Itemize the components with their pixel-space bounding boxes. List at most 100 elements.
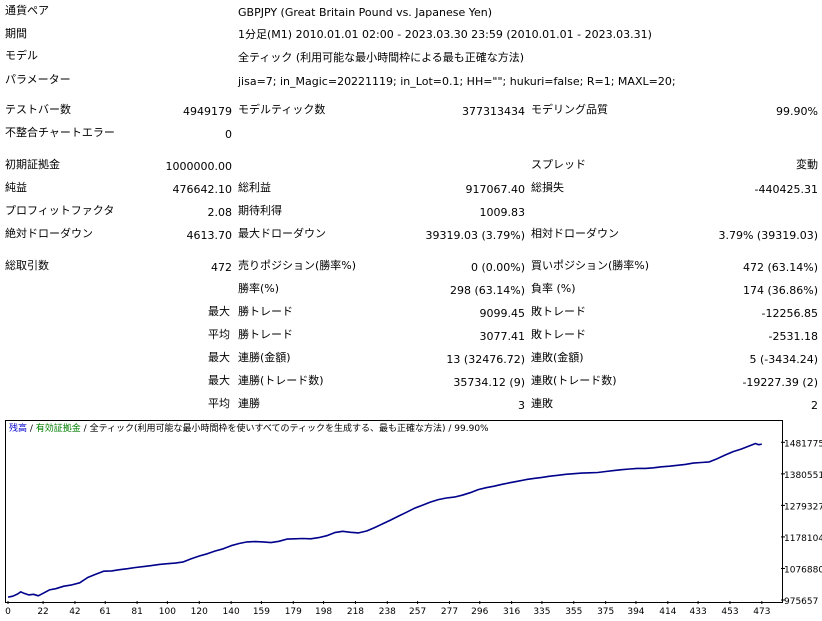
loss-rate-value: 174 (36.86%) xyxy=(742,284,818,297)
x-tick-label: 198 xyxy=(315,607,332,617)
win-rate-value: 298 (63.14%) xyxy=(449,284,525,297)
y-tick-label: 1076880 xyxy=(784,565,822,575)
bars-value: 4949179 xyxy=(183,105,232,118)
profit-factor-value: 2.08 xyxy=(207,206,233,219)
avg-win-value: 3077.41 xyxy=(479,330,526,343)
x-tick-label: 179 xyxy=(285,607,302,617)
largest-win-value: 9099.45 xyxy=(479,307,526,320)
avg-cons-wins-prefix: 平均 xyxy=(208,397,230,410)
rel-dd-value: 3.79% (39319.03) xyxy=(718,229,818,242)
x-tick-label: 277 xyxy=(441,607,458,617)
x-tick-label: 257 xyxy=(409,607,426,617)
x-tick-label: 42 xyxy=(69,607,80,617)
max-cons-profit-value: 35734.12 (9) xyxy=(453,376,525,389)
gross-loss-label: 総損失 xyxy=(531,181,564,194)
expected-payoff-value: 1009.83 xyxy=(479,206,526,219)
win-rate-label: 勝率(%) xyxy=(238,282,280,295)
short-pos-label: 売りポジション(勝率%) xyxy=(238,259,357,272)
x-tick-label: 335 xyxy=(533,607,550,617)
x-tick-label: 296 xyxy=(471,607,488,617)
x-tick-label: 81 xyxy=(131,607,142,617)
deposit-label: 初期証拠金 xyxy=(5,158,60,171)
max-dd-value: 39319.03 (3.79%) xyxy=(425,229,525,242)
gross-profit-label: 総利益 xyxy=(238,181,271,194)
params-label: パラメーター xyxy=(5,73,71,86)
x-tick-label: 61 xyxy=(99,607,110,617)
x-tick-label: 355 xyxy=(565,607,582,617)
largest-win-prefix: 最大 xyxy=(208,305,230,318)
deposit-value: 1000000.00 xyxy=(165,160,232,173)
y-tick-label: 1279327 xyxy=(784,502,822,512)
quality-value: 99.90% xyxy=(776,105,818,118)
mismatch-value: 0 xyxy=(225,128,232,141)
x-tick-label: 0 xyxy=(5,607,11,617)
balance-chart xyxy=(5,420,783,603)
long-pos-label: 買いポジション(勝率%) xyxy=(531,259,650,272)
total-trades-value: 472 xyxy=(211,261,232,274)
loss-rate-label: 負率 (%) xyxy=(531,282,576,295)
profit-factor-label: プロフィットファクタ xyxy=(5,204,115,217)
expected-payoff-label: 期待利得 xyxy=(238,204,282,217)
largest-loss-value: -12256.85 xyxy=(761,307,818,320)
x-tick-label: 414 xyxy=(659,607,676,617)
gross-profit-value: 917067.40 xyxy=(465,183,526,196)
y-tick-label: 975657 xyxy=(784,597,818,607)
quality-label: モデリング品質 xyxy=(531,103,608,116)
largest-win-label: 勝トレード xyxy=(238,305,293,318)
legend-balance: 残高 xyxy=(9,424,28,434)
x-tick-label: 394 xyxy=(627,607,644,617)
legend-sep-3: / xyxy=(445,424,455,434)
avg-loss-value: -2531.18 xyxy=(768,330,818,343)
max-dd-label: 最大ドローダウン xyxy=(238,227,326,240)
avg-cons-losses-value: 2 xyxy=(811,399,818,412)
legend-sep-2: / xyxy=(80,424,90,434)
chart-legend: 残高 / 有効証拠金 / 全ティック(利用可能な最小時間枠を使いすべてのティック… xyxy=(9,423,489,435)
avg-cons-wins-label: 連勝 xyxy=(238,397,260,410)
x-tick-label: 218 xyxy=(347,607,364,617)
x-tick-label: 120 xyxy=(191,607,208,617)
legend-equity: 有効証拠金 xyxy=(35,424,81,434)
ticks-label: モデルティック数 xyxy=(238,103,326,116)
avg-win-label: 勝トレード xyxy=(238,328,293,341)
max-cons-wins-label: 連勝(金額) xyxy=(238,351,291,364)
bars-label: テストバー数 xyxy=(5,103,71,116)
y-tick-label: 1178104 xyxy=(784,534,822,544)
max-cons-loss-label: 連敗(トレード数) xyxy=(531,374,617,387)
legend-quality: 99.90% xyxy=(454,424,489,434)
max-cons-wins-value: 13 (32476.72) xyxy=(446,353,525,366)
x-tick-label: 473 xyxy=(753,607,770,617)
legend-model: 全ティック(利用可能な最小時間枠を使いすべてのティックを生成する、最も正確な方法… xyxy=(89,424,446,434)
net-profit-value: 476642.10 xyxy=(172,183,233,196)
largest-loss-label: 敗トレード xyxy=(531,305,586,318)
ticks-value: 377313434 xyxy=(462,105,525,118)
x-tick-label: 316 xyxy=(503,607,520,617)
avg-loss-label: 敗トレード xyxy=(531,328,586,341)
model-label: モデル xyxy=(5,49,38,62)
x-tick-label: 100 xyxy=(159,607,176,617)
period-label: 期間 xyxy=(5,27,27,40)
model-value: 全ティック (利用可能な最小時間枠による最も正確な方法) xyxy=(238,51,525,64)
avg-win-prefix: 平均 xyxy=(208,328,230,341)
rel-dd-label: 相対ドローダウン xyxy=(531,227,619,240)
symbol-value: GBPJPY (Great Britain Pound vs. Japanese… xyxy=(238,6,493,19)
x-tick-label: 433 xyxy=(690,607,707,617)
gross-loss-value: -440425.31 xyxy=(754,183,818,196)
x-tick-label: 238 xyxy=(379,607,396,617)
short-pos-value: 0 (0.00%) xyxy=(470,261,525,274)
avg-cons-wins-value: 3 xyxy=(518,399,525,412)
x-tick-label: 22 xyxy=(37,607,48,617)
spread-value: 変動 xyxy=(796,158,818,171)
max-cons-profit-prefix: 最大 xyxy=(208,374,230,387)
period-value: 1分足(M1) 2010.01.01 02:00 - 2023.03.30 23… xyxy=(238,28,652,41)
x-tick-label: 453 xyxy=(721,607,738,617)
x-tick-label: 140 xyxy=(223,607,240,617)
mismatch-label: 不整合チャートエラー xyxy=(5,126,115,139)
params-value: jisa=7; in_Magic=20221119; in_Lot=0.1; H… xyxy=(238,75,676,88)
max-cons-profit-label: 連勝(トレード数) xyxy=(238,374,324,387)
avg-cons-losses-label: 連敗 xyxy=(531,397,553,410)
net-profit-label: 純益 xyxy=(5,181,27,194)
y-tick-label: 1481775 xyxy=(784,439,822,449)
long-pos-value: 472 (63.14%) xyxy=(742,261,818,274)
max-cons-loss-value: -19227.39 (2) xyxy=(742,376,818,389)
